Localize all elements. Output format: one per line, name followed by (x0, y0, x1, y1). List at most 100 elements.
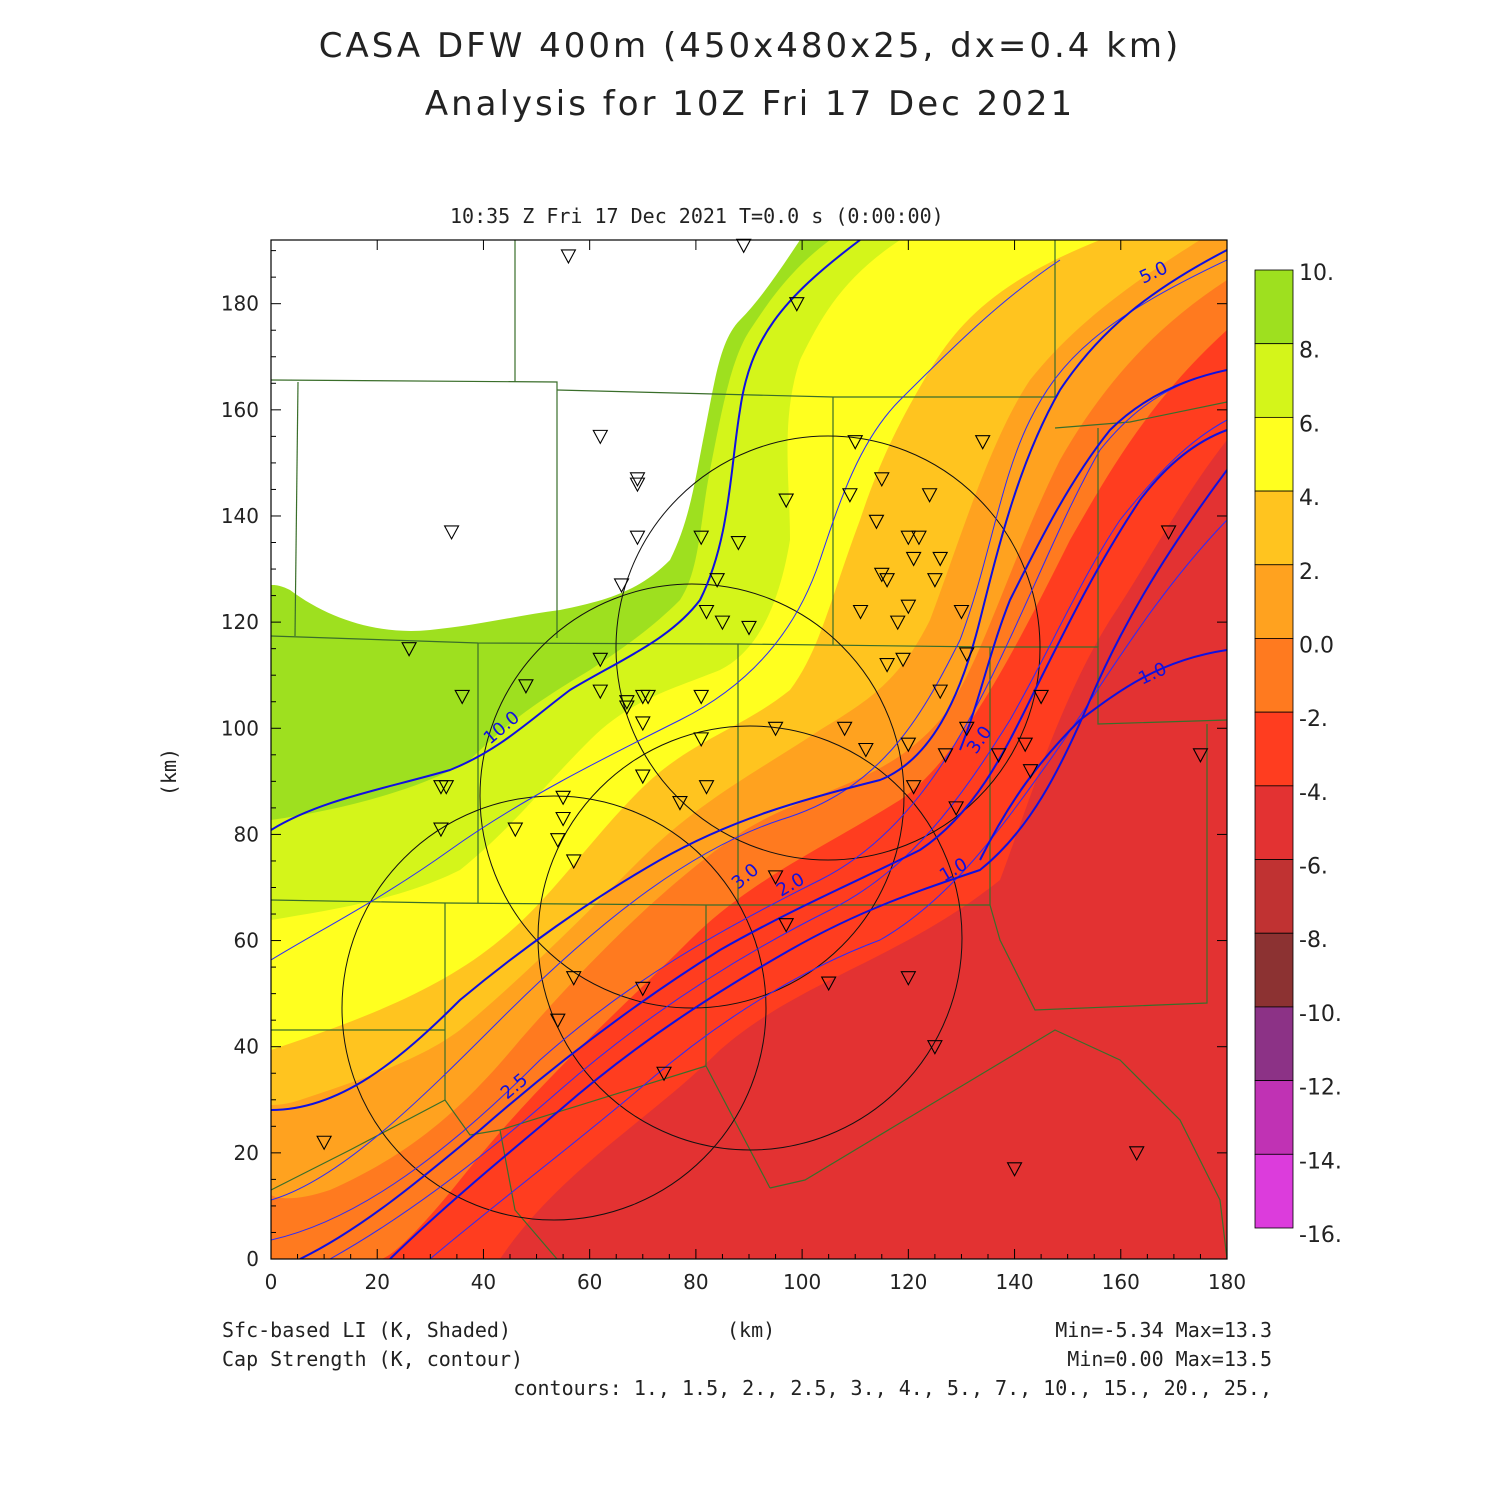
station-marker (565, 971, 582, 986)
y-tick-label: 180 (221, 292, 259, 316)
station-markers (316, 238, 1209, 1177)
x-tick-label: 100 (783, 1270, 821, 1294)
y-tick-label: 20 (234, 1141, 259, 1165)
colorbar-swatch (1254, 343, 1294, 418)
colorbar-label: 4. (1299, 486, 1320, 511)
station-marker (592, 684, 609, 700)
colorbar-label: -2. (1299, 707, 1328, 732)
station-marker (549, 833, 566, 848)
station-marker (895, 652, 911, 668)
y-tick-label: 0 (246, 1247, 259, 1271)
x-axis-label: (km) (727, 1318, 776, 1342)
colorbar-label: 6. (1299, 412, 1320, 437)
station-marker (900, 599, 917, 615)
station-marker (555, 811, 572, 827)
x-tick-label: 60 (577, 1270, 602, 1294)
colorbar: 10. 8. 6. 4. 2. 0.0 -2. -4. -6. -8. -10. -12. -14. -1… (1254, 261, 1342, 1248)
station-marker (730, 535, 747, 551)
chart-subtitle: Analysis for 10Z Fri 17 Dec 2021 (424, 84, 1076, 124)
station-marker (401, 642, 418, 657)
colorbar-swatch (1254, 1153, 1294, 1229)
station-marker (948, 801, 965, 817)
colorbar-swatch (1254, 859, 1294, 934)
axes: 0 20 40 60 80 100 120 140 160 180 0 20 40 60 80 100 120 1… (221, 240, 1246, 1294)
station-marker (905, 551, 922, 567)
x-tick-label: 0 (265, 1270, 278, 1294)
station-marker (911, 530, 927, 546)
x-tick-label: 160 (1102, 1270, 1140, 1294)
station-marker (672, 796, 688, 811)
station-marker (932, 551, 949, 567)
y-tick-label: 40 (234, 1035, 259, 1059)
station-marker (613, 578, 630, 594)
colorbar-swatch (1254, 1080, 1294, 1155)
station-marker (873, 472, 890, 487)
station-marker (788, 297, 805, 312)
station-marker (454, 689, 471, 705)
station-marker (767, 721, 784, 737)
station-marker (841, 488, 858, 503)
county-boundaries (271, 240, 1227, 1259)
station-marker (316, 1135, 333, 1151)
station-marker (778, 493, 795, 509)
colorbar-swatch (1254, 490, 1294, 566)
station-marker (629, 530, 646, 546)
colorbar-label: 8. (1299, 339, 1320, 364)
colorbar-swatch (1254, 711, 1294, 787)
x-tick-label: 140 (995, 1270, 1033, 1294)
station-marker (1006, 1162, 1023, 1177)
station-marker (618, 695, 635, 710)
station-marker (693, 732, 710, 748)
station-marker (507, 822, 524, 838)
station-marker (640, 689, 657, 705)
radar-range-rings (341, 435, 1041, 1221)
station-marker (990, 748, 1007, 763)
shaded-field-label: Sfc-based LI (K, Shaded) (222, 1318, 511, 1342)
colorbar-label: -8. (1299, 928, 1328, 953)
colorbar-swatch (1254, 932, 1294, 1008)
colorbar-label: 10. (1299, 261, 1334, 286)
colorbar-label: -6. (1299, 855, 1328, 880)
station-marker (889, 615, 906, 631)
shaded-range-label: Min=-5.34 Max=13.3 (1055, 1318, 1272, 1342)
station-marker (879, 658, 896, 673)
station-marker (634, 981, 651, 997)
station-marker (926, 1040, 943, 1055)
station-marker (735, 238, 752, 254)
station-marker (629, 472, 646, 487)
station-marker (693, 530, 710, 546)
y-tick-label: 160 (221, 398, 259, 422)
colorbar-swatch (1254, 1006, 1294, 1082)
li-missing-data-region (271, 240, 800, 631)
station-marker (1192, 748, 1209, 763)
station-marker (709, 573, 726, 588)
station-marker (836, 721, 853, 737)
station-marker (1128, 1146, 1145, 1162)
colorbar-label: -10. (1299, 1002, 1342, 1027)
station-marker (433, 822, 449, 838)
station-marker (1022, 764, 1039, 779)
cap-strength-contours (271, 240, 1227, 1259)
station-marker (953, 604, 970, 620)
colorbar-label: -16. (1299, 1223, 1342, 1248)
station-marker (1160, 525, 1177, 541)
station-marker (1033, 689, 1050, 705)
station-marker (634, 716, 651, 732)
contour-levels-label: contours: 1., 1.5, 2., 2.5, 3., 4., 5., … (513, 1376, 1272, 1400)
x-tick-label: 80 (683, 1270, 708, 1294)
station-marker (958, 647, 975, 663)
y-tick-label: 60 (234, 929, 259, 953)
chart-title: CASA DFW 400m (450x480x25, dx=0.4 km) (318, 26, 1182, 66)
station-marker (592, 429, 609, 445)
colorbar-swatch (1254, 785, 1294, 860)
station-marker (518, 679, 534, 694)
colorbar-label: -14. (1299, 1149, 1342, 1174)
y-tick-label: 80 (234, 822, 259, 846)
station-marker (857, 742, 874, 758)
station-marker (555, 790, 572, 806)
li-shaded-field (271, 240, 1227, 1259)
station-marker (820, 976, 837, 992)
y-tick-label: 140 (221, 504, 259, 528)
valid-time-label: 10:35 Z Fri 17 Dec 2021 T=0.0 s (0:00:00… (450, 204, 944, 228)
station-marker (767, 870, 784, 886)
